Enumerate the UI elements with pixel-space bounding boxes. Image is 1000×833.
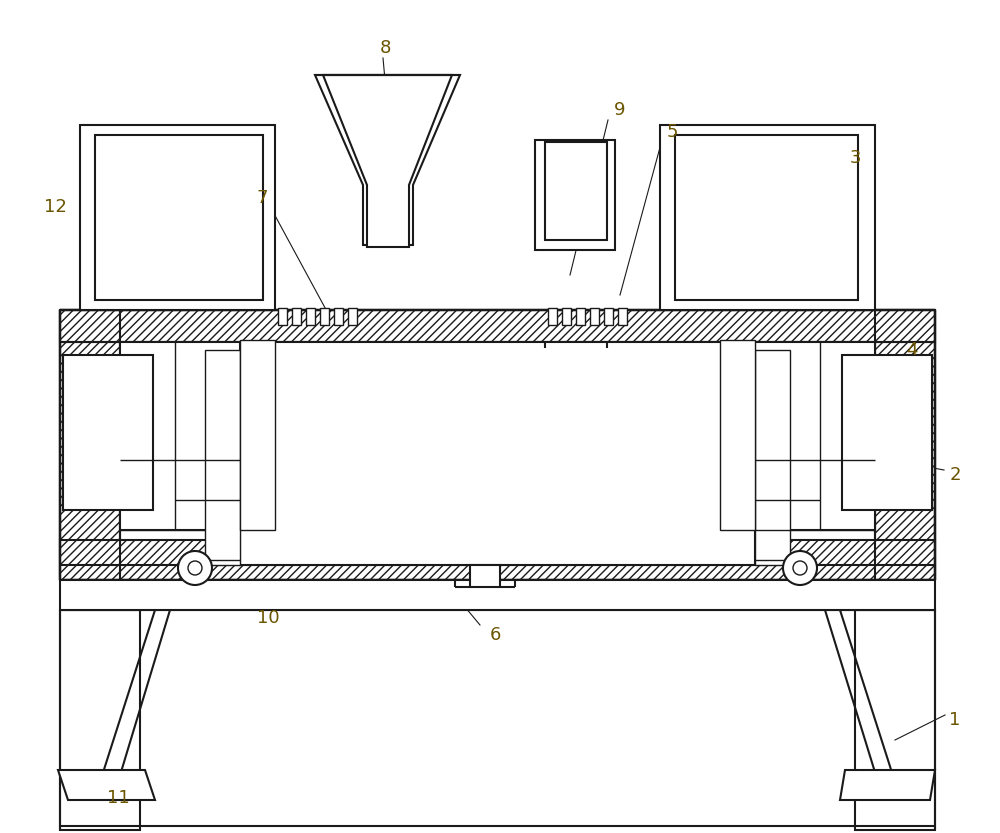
Bar <box>240 340 275 530</box>
Bar <box>535 140 615 250</box>
Bar <box>604 308 613 325</box>
Bar <box>875 310 935 575</box>
Text: 2: 2 <box>949 466 961 484</box>
Bar <box>63 355 153 510</box>
Text: 8: 8 <box>379 39 391 57</box>
Polygon shape <box>315 75 460 245</box>
Bar <box>755 350 790 565</box>
Text: 3: 3 <box>849 149 861 167</box>
Circle shape <box>793 561 807 575</box>
Bar <box>80 125 275 310</box>
Bar <box>562 308 571 325</box>
Bar <box>95 135 263 300</box>
Circle shape <box>188 561 202 575</box>
Bar <box>240 342 755 565</box>
Bar <box>306 308 315 325</box>
Text: 9: 9 <box>614 101 626 119</box>
Bar <box>120 342 240 530</box>
Text: 11: 11 <box>107 789 129 807</box>
Polygon shape <box>58 770 155 800</box>
Bar <box>675 135 858 300</box>
Text: 7: 7 <box>256 189 268 207</box>
Polygon shape <box>323 75 452 247</box>
Polygon shape <box>840 770 935 800</box>
Bar <box>60 580 935 610</box>
Bar <box>618 308 627 325</box>
Bar <box>348 308 357 325</box>
Bar <box>320 308 329 325</box>
Bar <box>576 308 585 325</box>
Bar <box>470 565 500 587</box>
Circle shape <box>783 551 817 585</box>
Text: 10: 10 <box>257 609 279 627</box>
Bar <box>720 340 755 530</box>
Bar <box>545 142 607 240</box>
Bar <box>60 310 935 342</box>
Bar <box>278 308 287 325</box>
Text: 5: 5 <box>666 123 678 141</box>
Bar <box>755 342 875 530</box>
Bar <box>60 310 120 575</box>
Bar <box>334 308 343 325</box>
Text: 1: 1 <box>949 711 961 729</box>
Bar <box>660 125 875 310</box>
Bar <box>205 350 240 565</box>
Text: 12: 12 <box>44 198 66 216</box>
Bar <box>842 355 932 510</box>
Text: 6: 6 <box>489 626 501 644</box>
Bar <box>590 308 599 325</box>
Bar <box>855 610 935 830</box>
Circle shape <box>178 551 212 585</box>
Bar <box>292 308 301 325</box>
Bar <box>548 308 557 325</box>
Bar <box>60 540 935 580</box>
Text: 4: 4 <box>906 341 918 359</box>
Bar <box>60 610 140 830</box>
